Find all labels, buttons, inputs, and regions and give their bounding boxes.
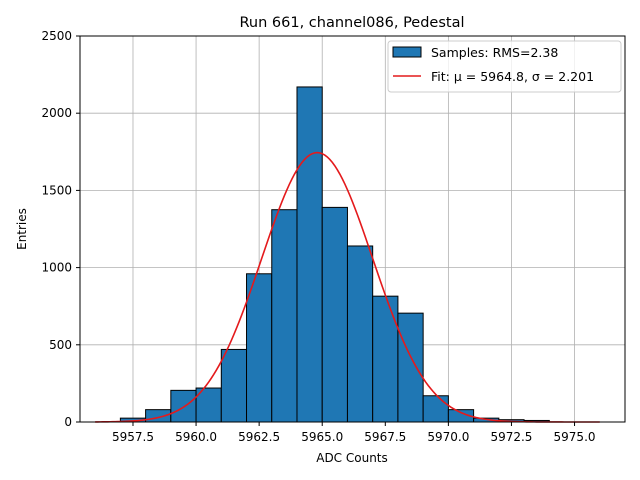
y-tick-label: 2500 [41, 29, 72, 43]
y-tick-label: 1000 [41, 261, 72, 275]
x-tick-label: 5965.0 [301, 430, 343, 444]
histogram-bar [346, 245, 374, 423]
histogram-bar [397, 312, 424, 423]
legend-box [387, 40, 622, 93]
x-tick-label: 5960.0 [175, 430, 217, 444]
legend-samples-swatch [392, 46, 422, 58]
histogram-bar [296, 86, 323, 423]
chart-title: Run 661, channel086, Pedestal [239, 15, 464, 31]
x-tick-label: 5972.5 [490, 430, 532, 444]
y-tick-label: 2000 [41, 106, 72, 120]
x-tick-label: 5962.5 [238, 430, 280, 444]
legend-samples-label: Samples: RMS=2.38 [431, 45, 558, 60]
y-axis-label: Entries [15, 208, 29, 250]
y-tick-label: 0 [64, 415, 72, 429]
y-tick-label: 1500 [41, 183, 72, 197]
x-tick-label: 5957.5 [112, 430, 154, 444]
histogram-bar [321, 206, 348, 423]
y-axis-ticks: 0 500 1000 1500 2000 2500 [41, 29, 80, 429]
histogram-bar [220, 348, 248, 423]
x-tick-label: 5970.0 [427, 430, 469, 444]
histogram-bar [372, 295, 399, 423]
legend-fit-label: Fit: μ = 5964.8, σ = 2.201 [431, 69, 594, 84]
histogram-bar [170, 389, 197, 423]
y-tick-label: 500 [49, 338, 72, 352]
plot-frame [79, 35, 626, 423]
x-tick-label: 5967.5 [364, 430, 406, 444]
legend: Samples: RMS=2.38 Fit: μ = 5964.8, σ = 2… [387, 40, 622, 93]
histogram-bar [246, 273, 273, 423]
x-axis-label: ADC Counts [316, 451, 388, 465]
x-tick-label: 5975.0 [554, 430, 596, 444]
histogram-bar [422, 395, 449, 423]
histogram-bar [271, 209, 298, 423]
x-axis-ticks: 5957.5 5960.0 5962.5 5965.0 5967.5 5970.0 5972… [112, 422, 596, 444]
